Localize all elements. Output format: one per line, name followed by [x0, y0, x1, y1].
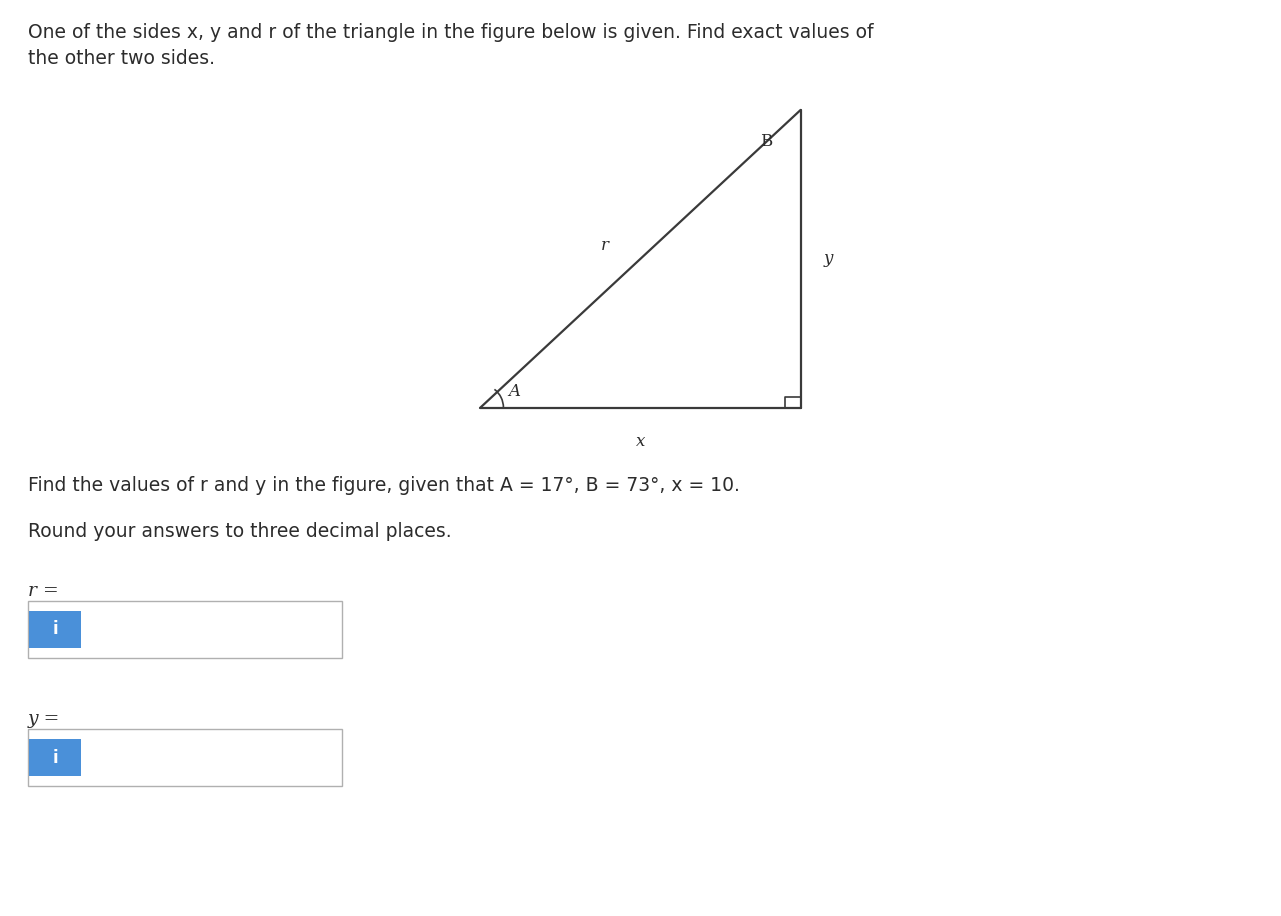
Text: Round your answers to three decimal places.: Round your answers to three decimal plac… [28, 522, 452, 541]
FancyBboxPatch shape [29, 611, 81, 648]
FancyBboxPatch shape [28, 601, 342, 658]
Text: y =: y = [28, 710, 60, 728]
Text: x: x [635, 433, 646, 451]
FancyBboxPatch shape [29, 739, 81, 776]
Text: i: i [53, 620, 58, 638]
Text: the other two sides.: the other two sides. [28, 49, 215, 68]
Text: A: A [509, 383, 520, 400]
Text: One of the sides x, y and r of the triangle in the figure below is given. Find e: One of the sides x, y and r of the trian… [28, 23, 874, 42]
Text: Find the values of r and y in the figure, given that A = 17°, B = 73°, x = 10.: Find the values of r and y in the figure… [28, 476, 740, 496]
Text: r: r [601, 237, 608, 254]
Text: y: y [824, 250, 833, 267]
Text: i: i [53, 748, 58, 767]
Text: B: B [760, 133, 772, 150]
Text: r =: r = [28, 582, 59, 600]
FancyBboxPatch shape [28, 729, 342, 786]
